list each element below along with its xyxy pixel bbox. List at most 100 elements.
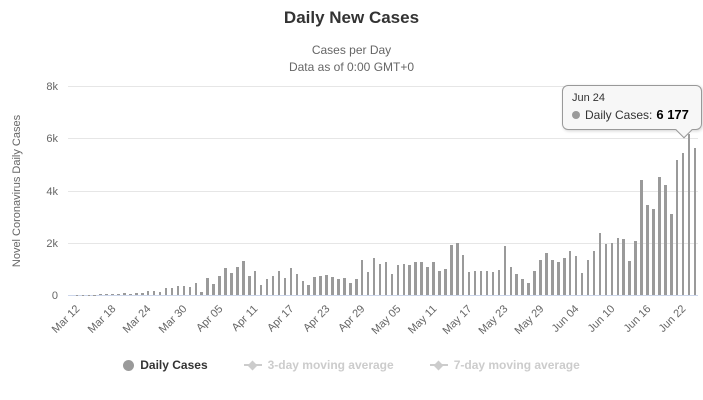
daily-cases-bar[interactable]: [295, 274, 299, 295]
daily-cases-bar[interactable]: [551, 260, 554, 295]
daily-cases-bar[interactable]: [402, 263, 406, 295]
daily-cases-bar[interactable]: [343, 277, 346, 295]
legend-item-daily-cases[interactable]: Daily Cases: [123, 358, 208, 372]
daily-cases-bar[interactable]: [450, 244, 453, 295]
daily-cases-bar[interactable]: [598, 232, 602, 295]
daily-cases-bar[interactable]: [503, 246, 507, 295]
daily-cases-bar[interactable]: [444, 268, 447, 295]
daily-cases-bar[interactable]: [509, 267, 513, 295]
daily-cases-bar[interactable]: [164, 287, 168, 295]
daily-cases-bar[interactable]: [194, 282, 198, 295]
daily-cases-bar[interactable]: [658, 176, 661, 295]
daily-cases-bar[interactable]: [206, 278, 209, 295]
daily-cases-bar[interactable]: [563, 258, 566, 295]
daily-cases-bar[interactable]: [337, 279, 340, 295]
daily-cases-bar[interactable]: [188, 286, 192, 295]
daily-cases-bar[interactable]: [301, 281, 304, 295]
legend-item-7day-moving-average[interactable]: 7-day moving average: [429, 358, 580, 372]
daily-cases-bar[interactable]: [289, 267, 293, 295]
daily-cases-bar[interactable]: [592, 251, 596, 295]
daily-cases-bar[interactable]: [277, 270, 281, 295]
daily-cases-bar[interactable]: [521, 279, 524, 295]
daily-cases-bar[interactable]: [414, 261, 417, 295]
daily-cases-bar[interactable]: [123, 293, 126, 295]
daily-cases-bar[interactable]: [568, 251, 572, 295]
daily-cases-bar[interactable]: [485, 271, 489, 295]
daily-cases-bar[interactable]: [253, 270, 257, 295]
daily-cases-bar[interactable]: [586, 259, 590, 295]
daily-cases-bar[interactable]: [319, 275, 322, 295]
daily-cases-bar[interactable]: [634, 241, 637, 295]
daily-cases-bar[interactable]: [574, 256, 578, 295]
daily-cases-bar[interactable]: [396, 265, 400, 295]
daily-cases-bar[interactable]: [675, 160, 679, 295]
daily-cases-bar[interactable]: [141, 293, 144, 295]
daily-cases-bar[interactable]: [664, 184, 667, 295]
daily-cases-bar[interactable]: [497, 269, 501, 295]
daily-cases-bar[interactable]: [212, 283, 215, 295]
daily-cases-bar[interactable]: [580, 273, 584, 295]
daily-cases-bar[interactable]: [117, 293, 120, 295]
daily-cases-bar[interactable]: [307, 284, 310, 295]
daily-cases-bar[interactable]: [152, 290, 156, 295]
daily-cases-bar[interactable]: [384, 261, 388, 295]
daily-cases-bar[interactable]: [230, 273, 233, 295]
daily-cases-bar[interactable]: [129, 293, 132, 295]
daily-cases-bar[interactable]: [604, 244, 608, 295]
daily-cases-bar[interactable]: [265, 279, 269, 295]
daily-cases-bar[interactable]: [467, 272, 471, 295]
daily-cases-bar[interactable]: [200, 291, 203, 295]
daily-cases-bar[interactable]: [622, 239, 625, 295]
daily-cases-bar[interactable]: [420, 261, 423, 295]
daily-cases-bar[interactable]: [681, 152, 685, 295]
daily-cases-bar[interactable]: [146, 291, 150, 295]
daily-cases-bar[interactable]: [456, 242, 459, 295]
daily-cases-bar[interactable]: [539, 260, 542, 295]
daily-cases-bar[interactable]: [349, 282, 352, 295]
daily-cases-bar[interactable]: [360, 260, 364, 295]
daily-cases-bar[interactable]: [105, 293, 108, 295]
daily-cases-bar[interactable]: [366, 272, 370, 295]
legend-item-3day-moving-average[interactable]: 3-day moving average: [243, 358, 394, 372]
daily-cases-bar[interactable]: [158, 292, 162, 295]
daily-cases-bar[interactable]: [218, 276, 221, 295]
daily-cases-bar[interactable]: [372, 258, 376, 295]
daily-cases-bar[interactable]: [99, 294, 102, 295]
daily-cases-bar[interactable]: [283, 278, 287, 295]
daily-cases-bar[interactable]: [557, 261, 560, 295]
daily-cases-bar[interactable]: [355, 279, 358, 295]
daily-cases-bar[interactable]: [438, 270, 441, 295]
daily-cases-bar[interactable]: [533, 270, 536, 295]
daily-cases-bar[interactable]: [652, 209, 655, 295]
daily-cases-bar[interactable]: [527, 282, 530, 295]
daily-cases-bar[interactable]: [616, 237, 619, 295]
daily-cases-bar[interactable]: [331, 276, 334, 295]
daily-cases-bar[interactable]: [135, 292, 138, 295]
daily-cases-bar[interactable]: [628, 261, 631, 295]
daily-cases-bar[interactable]: [670, 214, 673, 295]
daily-cases-bar[interactable]: [491, 272, 495, 295]
daily-cases-bar[interactable]: [248, 275, 251, 295]
daily-cases-bar[interactable]: [176, 285, 180, 295]
daily-cases-bar[interactable]: [378, 263, 382, 295]
daily-cases-bar[interactable]: [313, 276, 316, 295]
daily-cases-bar[interactable]: [111, 293, 114, 295]
daily-cases-bar[interactable]: [640, 179, 643, 295]
daily-cases-bar[interactable]: [325, 274, 328, 295]
daily-cases-bar[interactable]: [182, 286, 186, 295]
daily-cases-bar[interactable]: [687, 133, 691, 295]
daily-cases-bar[interactable]: [408, 265, 411, 295]
daily-cases-bar[interactable]: [646, 204, 649, 295]
daily-cases-bar[interactable]: [693, 148, 697, 295]
daily-cases-bar[interactable]: [259, 284, 263, 295]
daily-cases-bar[interactable]: [479, 270, 483, 295]
daily-cases-bar[interactable]: [545, 253, 548, 295]
daily-cases-bar[interactable]: [242, 261, 245, 295]
daily-cases-bar[interactable]: [610, 242, 614, 295]
daily-cases-bar[interactable]: [432, 261, 435, 295]
daily-cases-bar[interactable]: [271, 275, 275, 295]
daily-cases-bar[interactable]: [236, 266, 239, 295]
daily-cases-bar[interactable]: [224, 267, 227, 295]
daily-cases-bar[interactable]: [461, 255, 465, 295]
daily-cases-bar[interactable]: [390, 274, 394, 295]
